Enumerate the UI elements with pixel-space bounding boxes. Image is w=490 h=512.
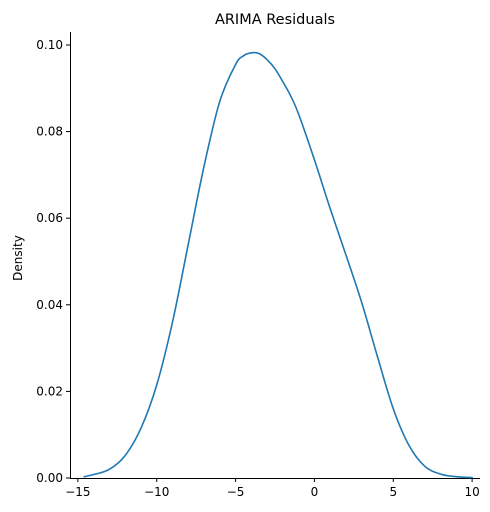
y-tick-label: 0.10 [36,38,63,52]
y-tick-label: 0.04 [36,298,63,312]
y-tick-label: 0.02 [36,384,63,398]
x-tick-label: −5 [227,485,245,499]
y-tick-label: 0.08 [36,125,63,139]
y-axis-ticks: 0.00 0.02 0.04 0.06 0.08 0.10 [36,38,70,485]
y-tick-label: 0.06 [36,211,63,225]
density-curve [83,51,473,479]
x-axis-ticks: −15 −10 −5 0 5 10 [65,478,480,499]
y-tick-label: 0.00 [36,471,63,485]
x-tick-label: −10 [144,485,169,499]
y-axis-label: Density [11,235,25,281]
x-tick-label: 0 [311,485,319,499]
chart-title: ARIMA Residuals [215,12,335,28]
x-tick-label: 10 [464,485,479,499]
x-tick-label: −15 [65,485,90,499]
x-tick-label: 5 [389,485,397,499]
